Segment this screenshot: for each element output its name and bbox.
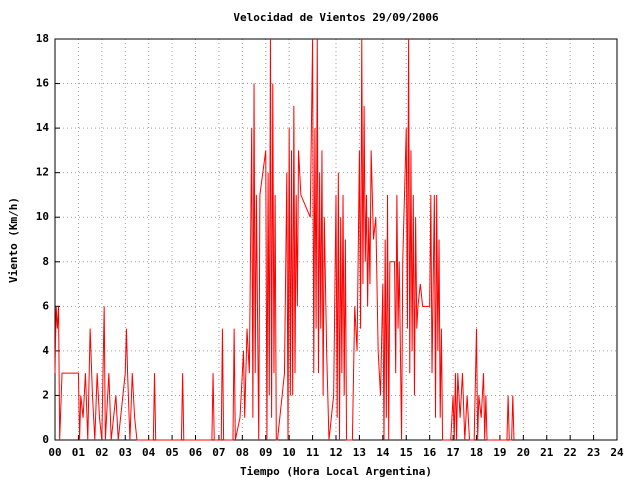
y-tick-label: 16	[36, 77, 50, 90]
y-tick-label: 2	[42, 388, 49, 401]
x-tick-label: 13	[353, 446, 366, 459]
y-tick-label: 10	[36, 210, 49, 223]
x-axis-label: Tiempo (Hora Local Argentina)	[240, 465, 432, 478]
y-tick-label: 8	[42, 255, 49, 268]
x-tick-label: 20	[517, 446, 530, 459]
x-tick-label: 08	[236, 446, 249, 459]
x-tick-label: 07	[212, 446, 225, 459]
x-tick-label: 19	[493, 446, 506, 459]
x-tick-label: 15	[400, 446, 413, 459]
x-tick-label: 18	[470, 446, 483, 459]
y-tick-label: 12	[36, 166, 49, 179]
x-tick-label: 11	[306, 446, 320, 459]
x-tick-label: 14	[376, 446, 390, 459]
y-tick-label: 6	[42, 299, 49, 312]
y-tick-label: 0	[42, 433, 49, 446]
x-tick-label: 23	[587, 446, 600, 459]
x-tick-label: 05	[165, 446, 178, 459]
x-tick-label: 21	[540, 446, 554, 459]
x-tick-label: 00	[48, 446, 61, 459]
y-tick-label: 14	[36, 121, 50, 134]
chart-title: Velocidad de Vientos 29/09/2006	[233, 11, 439, 24]
x-tick-label: 02	[95, 446, 108, 459]
x-tick-label: 06	[189, 446, 203, 459]
x-tick-label: 22	[564, 446, 577, 459]
y-tick-label: 18	[36, 32, 49, 45]
x-tick-label: 16	[423, 446, 437, 459]
x-tick-label: 01	[72, 446, 86, 459]
x-tick-label: 09	[259, 446, 272, 459]
y-axis-label: Viento (Km/h)	[7, 197, 20, 283]
x-tick-label: 03	[119, 446, 132, 459]
plot-border	[54, 38, 618, 441]
x-tick-label: 12	[329, 446, 342, 459]
wind-line	[54, 38, 515, 441]
x-tick-label: 24	[610, 446, 624, 459]
y-tick-label: 4	[42, 344, 49, 357]
x-tick-label: 10	[283, 446, 296, 459]
x-tick-label: 04	[142, 446, 156, 459]
x-tick-label: 17	[446, 446, 459, 459]
